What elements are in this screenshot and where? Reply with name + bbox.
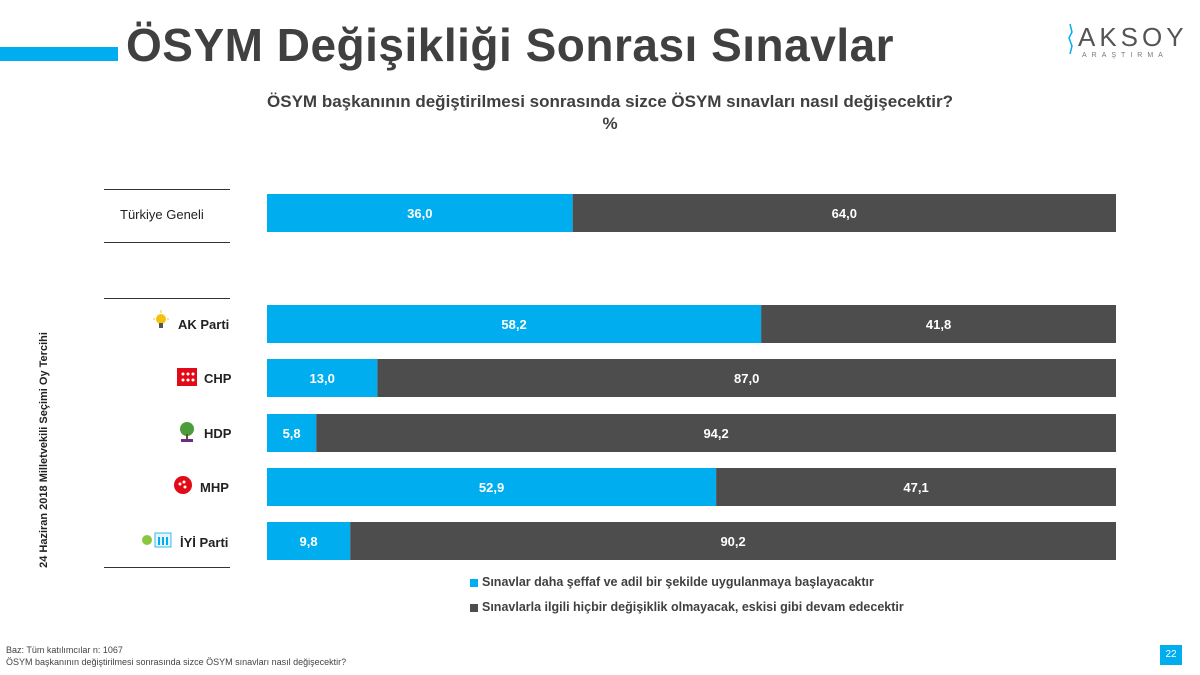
data-label-mhp-series-1: 52,9: [479, 480, 504, 495]
category-label-chp: CHP: [204, 371, 232, 386]
legend-item-series-1: Sınavlar daha şeffaf ve adil bir şekilde…: [470, 575, 874, 589]
category-label-mhp: MHP: [200, 480, 229, 495]
logo-mark-icon: [1068, 24, 1073, 54]
bar-hdp-series-1: [267, 414, 317, 452]
category-label-iyi-parti: İYİ Parti: [180, 535, 229, 550]
chart-unit: %: [602, 114, 618, 133]
bar-hdp-series-2: [316, 414, 1116, 452]
legend-swatch-series-2: [470, 603, 478, 612]
category-label-turkiye-geneli: Türkiye Geneli: [120, 207, 204, 222]
data-label-i-yi-parti-series-2: 90,2: [720, 534, 745, 549]
category-label-ak-parti: AK Parti: [178, 317, 230, 332]
data-label-t-rkiye-geneli-series-2: 64,0: [832, 206, 857, 221]
separator-line: [104, 189, 230, 190]
mhp-logo-icon: [174, 476, 192, 494]
footnote-question: ÖSYM başkanının değiştirilmesi sonrasınd…: [6, 657, 347, 667]
data-label-mhp-series-2: 47,1: [903, 480, 928, 495]
data-label-hdp-series-1: 5,8: [283, 426, 301, 441]
separator-line: [104, 242, 230, 243]
data-label-i-yi-parti-series-1: 9,8: [300, 534, 318, 549]
bar-t-rkiye-geneli-series-1: [267, 194, 573, 232]
data-label-ak-parti-series-1: 58,2: [501, 317, 526, 332]
bar-mhp-series-1: [267, 468, 717, 506]
bar-ak-parti-series-1: [267, 305, 762, 343]
separator-line: [104, 567, 230, 568]
data-label-ak-parti-series-2: 41,8: [926, 317, 951, 332]
category-label-hdp: HDP: [204, 426, 232, 441]
bar-chp-series-1: [267, 359, 378, 397]
bar-chp-series-2: [377, 359, 1116, 397]
data-label-hdp-series-2: 94,2: [703, 426, 728, 441]
legend-swatch-series-1: [470, 578, 478, 587]
aksoy-logo: AKSOY ARAŞTIRMA: [1066, 22, 1186, 70]
bar-ak-parti-series-2: [761, 305, 1116, 343]
chp-logo-icon: [177, 368, 197, 386]
data-label-chp-series-2: 87,0: [734, 371, 759, 386]
footnote-base: Baz: Tüm katılımcılar n: 1067: [6, 645, 123, 655]
logo-subtext: ARAŞTIRMA: [1082, 52, 1168, 59]
bar-t-rkiye-geneli-series-2: [572, 194, 1116, 232]
legend-item-series-2: Sınavlarla ilgili hiçbir değişiklik olma…: [470, 600, 904, 614]
legend-label-series-1: Sınavlar daha şeffaf ve adil bir şekilde…: [482, 575, 874, 589]
iyi-parti-logo-icon: [142, 532, 172, 548]
separator-line: [104, 298, 230, 299]
bar-i-yi-parti-series-2: [350, 522, 1116, 560]
hdp-logo-icon: [180, 422, 194, 442]
ak-parti-logo-icon: [153, 310, 169, 328]
slide-title: ÖSYM Değişikliği Sonrası Sınavlar: [126, 19, 895, 71]
bar-i-yi-parti-series-1: [267, 522, 351, 560]
chart-title: ÖSYM başkanının değiştirilmesi sonrasınd…: [267, 92, 953, 111]
legend-label-series-2: Sınavlarla ilgili hiçbir değişiklik olma…: [482, 600, 904, 614]
bar-mhp-series-2: [716, 468, 1116, 506]
data-label-chp-series-1: 13,0: [310, 371, 335, 386]
logo-text: AKSOY: [1078, 22, 1188, 52]
page-number: 22: [1160, 645, 1182, 665]
title-accent-bar: [0, 47, 118, 61]
data-label-t-rkiye-geneli-series-1: 36,0: [407, 206, 432, 221]
